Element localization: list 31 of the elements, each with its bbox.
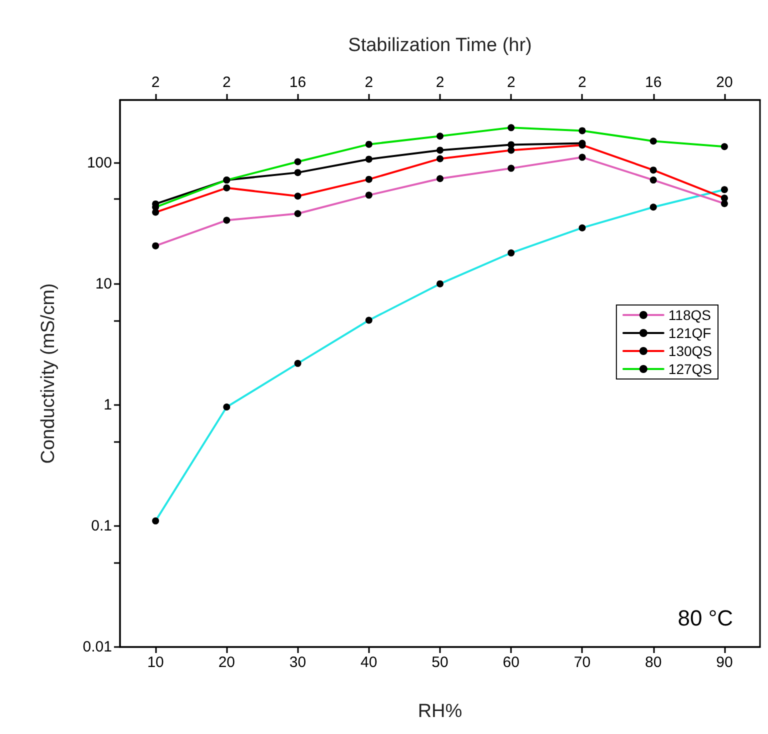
x-tick-label: 70 <box>574 654 591 671</box>
y-tick-label: 10 <box>95 275 112 292</box>
annotation: 16 <box>644 74 662 91</box>
annotation: 2 <box>364 74 374 91</box>
legend-label: 121QF <box>668 325 712 341</box>
legend-label: 127QS <box>668 361 712 377</box>
x-tick-label: 30 <box>289 654 306 671</box>
x-tick-label: 50 <box>432 654 448 671</box>
annotation: 2 <box>436 74 444 91</box>
annotation: 2 <box>506 74 516 91</box>
x-tick-label: 40 <box>360 654 378 671</box>
x2-axis-title: Stabilization Time (hr) <box>348 35 532 56</box>
annotation: 20 <box>716 74 733 91</box>
y-tick-label: 1 <box>104 396 112 414</box>
annotation: 2 <box>222 74 231 91</box>
x-tick-label: 90 <box>716 654 733 671</box>
legend-label: 118QS <box>668 307 711 323</box>
x-tick-label: 20 <box>218 654 236 671</box>
x-tick-label: 10 <box>147 654 164 671</box>
y-tick-label: 0.1 <box>91 517 112 534</box>
x-tick-label: 60 <box>502 654 520 671</box>
y-tick-label: 100 <box>86 154 112 172</box>
annotation: 2 <box>151 74 160 91</box>
legend-label: 130QS <box>668 343 712 359</box>
y-axis-title: Conductivity (mS/cm) <box>38 283 59 464</box>
annotation: 80 °C <box>678 606 734 630</box>
annotation: 16 <box>289 74 306 91</box>
x-tick-label: 80 <box>644 654 662 671</box>
y-tick-label: 0.01 <box>82 638 112 656</box>
annotation: 2 <box>578 74 586 91</box>
x-axis-title: RH% <box>418 701 462 722</box>
